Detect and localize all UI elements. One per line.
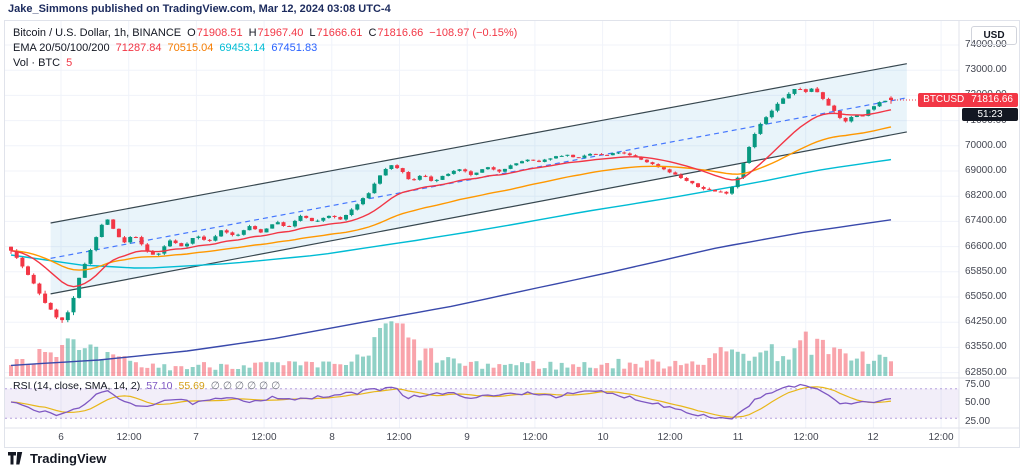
ohlc-close: C 71816.66 [368, 27, 424, 39]
tradingview-footer-link[interactable]: TradingView [8, 451, 106, 466]
time-tick-label: 7 [193, 432, 199, 443]
candlestick-series [9, 87, 893, 323]
price-tick-label: 62850.00 [965, 367, 1007, 378]
volume-label: Vol · BTC [13, 57, 61, 69]
ema-100-200-lines [10, 158, 892, 367]
pane-separators [5, 21, 1019, 447]
time-tick-label: 12:00 [522, 432, 548, 443]
last-price-badge: BTCUSD 71816.66 [918, 93, 1018, 107]
price-tick-label: 66600.00 [965, 241, 1007, 252]
price-tick-label: 65050.00 [965, 291, 1007, 302]
brand-name: TradingView [30, 451, 107, 466]
time-tick-label: 12 [867, 432, 879, 443]
price-tick-label: 70000.00 [965, 140, 1007, 151]
time-tick-label: 12:00 [116, 432, 142, 443]
time-tick-label: 12:00 [386, 432, 412, 443]
badge-price: 71816.66 [971, 94, 1013, 105]
price-tick-label: 67400.00 [965, 215, 1007, 226]
rsi-tick-label: 50.00 [965, 397, 991, 408]
ema-legend-row[interactable]: EMA 20/50/100/200 71287.84 70515.04 6945… [13, 42, 317, 54]
rsi-tick-label: 25.00 [965, 416, 991, 427]
change-value: −108.97 (−0.15%) [429, 27, 518, 39]
rsi-legend-row[interactable]: RSI (14, close, SMA, 14, 2) 57.10 55.69 … [13, 380, 280, 392]
price-tick-label: 65850.00 [965, 266, 1007, 277]
rsi-value: 57.10 [146, 380, 173, 392]
ema50-value: 70515.04 [167, 42, 214, 54]
ohlc-low: L 71666.61 [309, 27, 363, 39]
price-tick-label: 73000.00 [965, 64, 1007, 75]
ema200-value: 67451.83 [271, 42, 318, 54]
ema-label: EMA 20/50/100/200 [13, 42, 110, 54]
time-tick-label: 6 [58, 432, 64, 443]
ohlc-open: O 71908.51 [187, 27, 243, 39]
rsi-divergence-flags-icon: ∅ ∅ ∅ ∅ ∅ ∅ [210, 380, 281, 392]
bar-countdown-badge: 51:23 [962, 108, 1018, 121]
chart-frame: Bitcoin / U.S. Dollar, 1h, BINANCE O 7190… [4, 20, 1020, 448]
volume-bars [9, 321, 893, 376]
attribution-text: Jake_Simmons published on TradingView.co… [8, 3, 391, 15]
time-tick-label: 12:00 [657, 432, 683, 443]
time-tick-label: 12:00 [928, 432, 954, 443]
volume-value: 5 [66, 57, 73, 69]
time-tick-label: 12:00 [251, 432, 277, 443]
rsi-tick-label: 75.00 [965, 379, 991, 390]
chart-canvas[interactable] [5, 21, 1019, 447]
ohlc-high: H 71967.40 [248, 27, 304, 39]
symbol-legend-row[interactable]: Bitcoin / U.S. Dollar, 1h, BINANCE O 7190… [13, 27, 517, 39]
time-tick-label: 10 [597, 432, 609, 443]
price-tick-label: 64250.00 [965, 316, 1007, 327]
rsi-label: RSI (14, close, SMA, 14, 2) [13, 380, 141, 392]
currency-chip[interactable]: USD [971, 26, 1017, 45]
badge-symbol: BTCUSD [923, 94, 965, 105]
symbol-title: Bitcoin / U.S. Dollar, 1h, BINANCE [13, 27, 182, 39]
price-tick-label: 69000.00 [965, 165, 1007, 176]
rsi-indicator-pane [5, 383, 959, 420]
ema20-value: 71287.84 [115, 42, 162, 54]
time-tick-label: 12:00 [793, 432, 819, 443]
tradingview-logo-icon [8, 452, 23, 465]
rsi-sma-value: 55.69 [178, 380, 205, 392]
volume-legend-row[interactable]: Vol · BTC 5 [13, 57, 72, 69]
gridlines [5, 21, 959, 428]
price-tick-label: 63550.00 [965, 341, 1007, 352]
time-tick-label: 11 [732, 432, 744, 443]
price-tick-label: 68200.00 [965, 190, 1007, 201]
ema100-value: 69453.14 [219, 42, 266, 54]
time-tick-label: 8 [329, 432, 335, 443]
time-tick-label: 9 [464, 432, 470, 443]
